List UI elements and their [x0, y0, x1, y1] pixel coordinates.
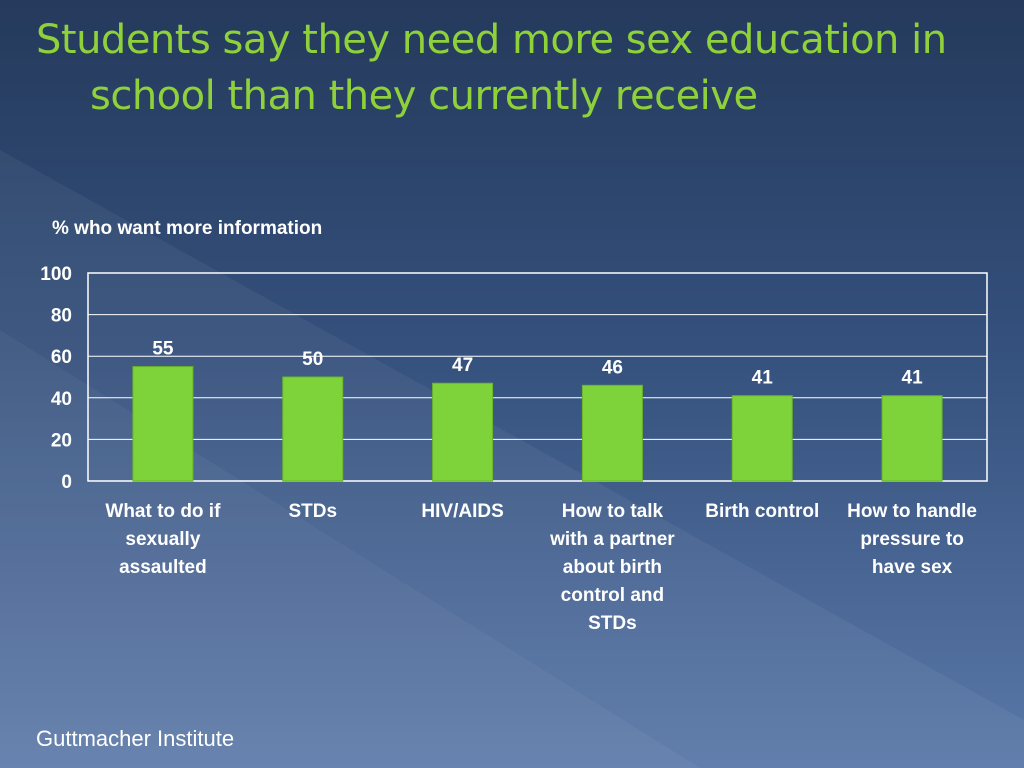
bar-value-label: 41	[752, 368, 774, 389]
x-tick-label: What to do if sexually assaulted	[105, 501, 221, 578]
y-tick-label: 60	[51, 347, 72, 368]
source-credit: Guttmacher Institute	[36, 726, 235, 751]
y-tick-label: 0	[61, 472, 72, 493]
bar	[731, 395, 793, 482]
y-tick-label: 100	[40, 264, 72, 285]
bar	[432, 382, 494, 482]
slide-title: Students say they need more sex educatio…	[36, 17, 947, 119]
bar-value-label: 55	[152, 339, 174, 360]
bar	[132, 366, 194, 482]
bar-value-label: 50	[302, 349, 323, 370]
bar	[282, 376, 344, 482]
y-axis-label: % who want more information	[52, 218, 323, 239]
bar-value-label: 46	[602, 357, 623, 378]
x-tick-label: How to talk with a partner about birth c…	[550, 501, 675, 634]
x-tick-label: STDs	[288, 501, 338, 522]
x-tick-label: Birth control	[705, 501, 820, 522]
bar	[881, 395, 943, 482]
plot-frame	[87, 272, 988, 482]
x-tick-label: How to handle pressure to have sex	[847, 501, 977, 578]
y-tick-label: 40	[51, 389, 72, 410]
y-tick-label: 80	[51, 306, 72, 327]
x-tick-label: HIV/AIDS	[421, 501, 504, 522]
bar-value-label: 41	[902, 368, 924, 389]
bar-value-label: 47	[452, 355, 473, 376]
y-tick-label: 20	[51, 430, 72, 451]
bar	[581, 384, 643, 482]
